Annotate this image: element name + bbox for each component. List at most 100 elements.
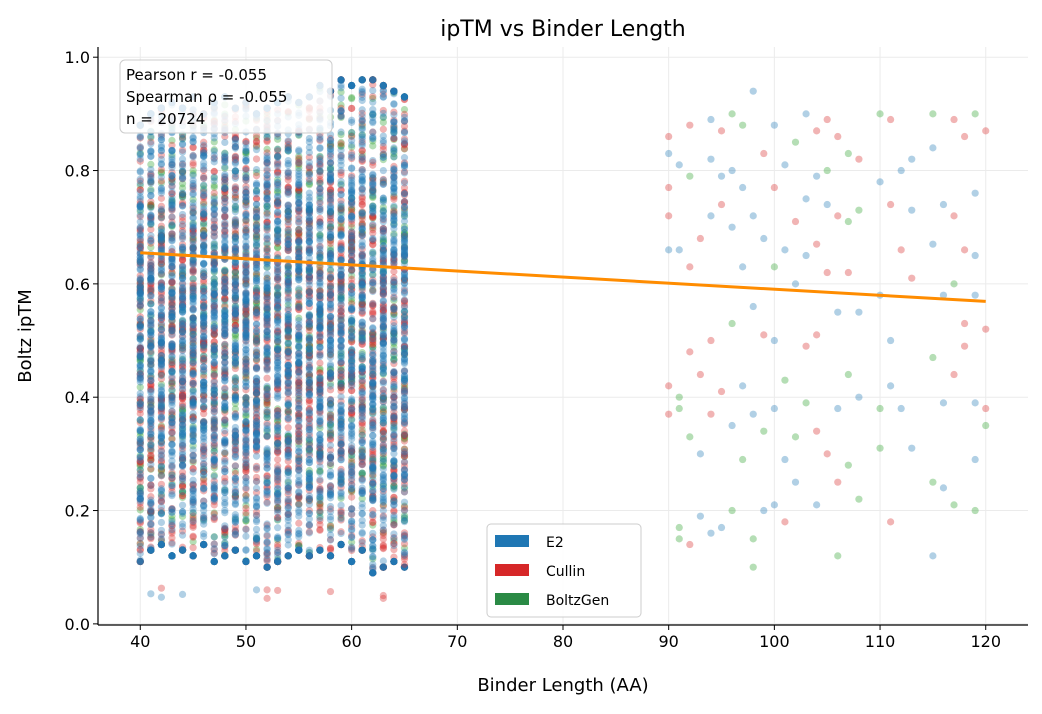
data-point-e2 — [158, 335, 165, 342]
data-point-e2 — [200, 237, 207, 244]
data-point-boltzgen — [348, 95, 355, 102]
data-point-cullin — [263, 375, 270, 382]
data-point-e2 — [232, 463, 239, 470]
data-point-e2 — [242, 370, 249, 377]
data-point-e2 — [179, 304, 186, 311]
data-point-e2 — [221, 448, 228, 455]
data-point-e2 — [158, 326, 165, 333]
data-point-e2 — [137, 302, 144, 309]
data-point-e2 — [168, 194, 175, 201]
data-point-e2 — [232, 289, 239, 296]
data-point-e2 — [242, 547, 249, 554]
data-point-e2 — [190, 321, 197, 328]
data-point-e2 — [158, 403, 165, 410]
data-point-e2 — [190, 298, 197, 305]
data-point-boltzgen — [369, 142, 376, 149]
data-point-cullin — [295, 520, 302, 527]
data-point-e2 — [137, 256, 144, 263]
data-point-e2 — [190, 401, 197, 408]
data-point-e2 — [211, 406, 218, 413]
data-point-e2 — [221, 359, 228, 366]
data-point-e2 — [190, 260, 197, 267]
data-point-e2 — [200, 159, 207, 166]
data-point-e2 — [200, 318, 207, 325]
data-point-e2 — [137, 218, 144, 225]
data-point-e2 — [137, 322, 144, 329]
data-point-e2 — [190, 275, 197, 282]
data-point-e2 — [232, 341, 239, 348]
data-point-e2 — [232, 474, 239, 481]
data-point-e2 — [147, 461, 154, 468]
data-point-e2 — [232, 159, 239, 166]
data-point-e2 — [158, 497, 165, 504]
data-point-e2 — [168, 392, 175, 399]
data-point-e2 — [158, 472, 165, 479]
data-point-e2 — [137, 435, 144, 442]
data-point-e2 — [168, 540, 175, 547]
data-point-e2 — [137, 355, 144, 362]
data-point-e2 — [147, 300, 154, 307]
data-point-e2 — [190, 552, 197, 559]
data-point-e2 — [221, 281, 228, 288]
data-point-e2 — [190, 505, 197, 512]
data-point-e2 — [232, 261, 239, 268]
data-point-cullin — [316, 359, 323, 366]
data-point-e2 — [147, 308, 154, 315]
data-point-e2 — [200, 357, 207, 364]
data-point-e2 — [137, 332, 144, 339]
data-point-e2 — [221, 458, 228, 465]
data-point-e2 — [179, 175, 186, 182]
data-point-e2 — [158, 136, 165, 143]
data-point-cullin — [380, 126, 387, 133]
data-point-e2 — [147, 506, 154, 513]
data-point-e2 — [211, 134, 218, 141]
data-point-e2 — [242, 167, 249, 174]
data-point-e2 — [137, 212, 144, 219]
data-point-e2 — [200, 181, 207, 188]
data-point-e2 — [211, 353, 218, 360]
data-point-e2 — [221, 171, 228, 178]
chart-title: ipTM vs Binder Length — [440, 17, 686, 42]
data-point-e2 — [147, 547, 154, 554]
data-point-e2 — [211, 204, 218, 211]
data-point-cullin — [253, 172, 260, 179]
data-point-e2 — [211, 558, 218, 565]
data-point-e2 — [137, 225, 144, 232]
data-point-e2 — [211, 415, 218, 422]
data-point-e2 — [168, 172, 175, 179]
data-point-e2 — [232, 500, 239, 507]
data-point-e2 — [221, 288, 228, 295]
data-point-e2 — [158, 214, 165, 221]
data-point-e2 — [179, 523, 186, 530]
data-point-e2 — [200, 507, 207, 514]
data-point-e2 — [147, 268, 154, 275]
data-point-e2 — [190, 518, 197, 525]
data-point-e2 — [179, 477, 186, 484]
data-point-e2 — [179, 456, 186, 463]
data-point-e2 — [147, 409, 154, 416]
data-point-cullin — [242, 505, 249, 512]
data-point-cullin — [359, 201, 366, 208]
data-point-e2 — [168, 154, 175, 161]
data-point-e2 — [168, 430, 175, 437]
data-point-e2 — [221, 539, 228, 546]
data-point-e2 — [211, 371, 218, 378]
data-point-e2 — [179, 367, 186, 374]
data-point-e2 — [211, 360, 218, 367]
data-point-e2 — [200, 328, 207, 335]
data-point-e2 — [168, 526, 175, 533]
data-point-e2 — [179, 190, 186, 197]
data-point-e2 — [232, 394, 239, 401]
data-point-e2 — [147, 220, 154, 227]
data-point-e2 — [190, 358, 197, 365]
data-point-e2 — [221, 552, 228, 559]
data-point-e2 — [232, 275, 239, 282]
data-point-e2 — [168, 245, 175, 252]
data-point-e2 — [221, 350, 228, 357]
data-point-e2 — [168, 482, 175, 489]
data-point-e2 — [147, 292, 154, 299]
data-point-e2 — [190, 380, 197, 387]
data-point-e2 — [221, 267, 228, 274]
data-point-e2 — [211, 229, 218, 236]
